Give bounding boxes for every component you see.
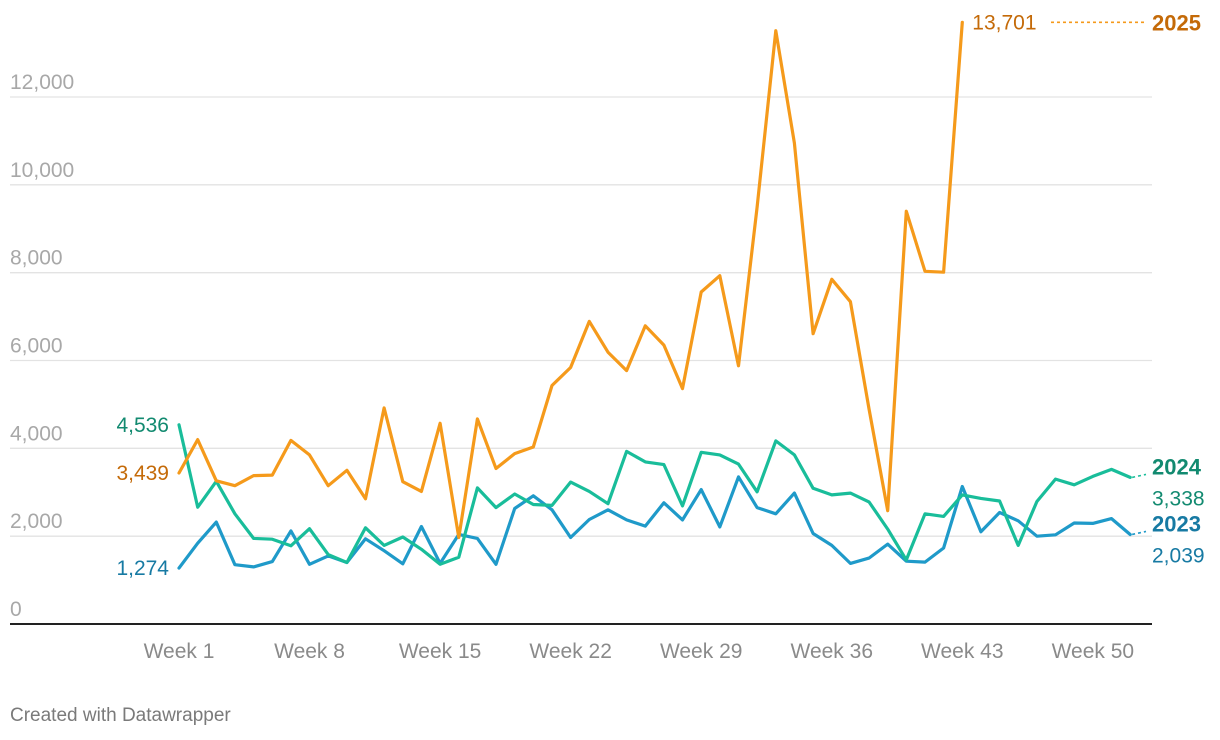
y-tick-label: 4,000	[10, 422, 63, 445]
leader-line-2023	[1131, 530, 1147, 536]
x-tick-label: Week 1	[144, 640, 215, 663]
start-label-2023: 1,274	[116, 557, 169, 580]
y-tick-label: 6,000	[10, 335, 63, 358]
series-line-2024	[177, 423, 1132, 566]
start-label-2025: 3,439	[116, 462, 169, 485]
end-value-label-2023: 2,039	[1152, 544, 1205, 567]
x-tick-label: Week 15	[399, 640, 482, 663]
series-name-label-2024: 2024	[1152, 454, 1202, 479]
series-line-2023	[177, 475, 1132, 570]
y-tick-label: 0	[10, 598, 22, 621]
y-tick-label: 10,000	[10, 159, 74, 182]
series-line-2025	[177, 20, 964, 540]
x-tick-label: Week 50	[1052, 640, 1135, 663]
x-tick-label: Week 22	[529, 640, 612, 663]
leader-line-2024	[1131, 473, 1147, 479]
x-tick-label: Week 8	[274, 640, 345, 663]
y-tick-label: 8,000	[10, 247, 63, 270]
x-tick-label: Week 36	[791, 640, 874, 663]
series-name-label-2023: 2023	[1152, 511, 1201, 536]
end-value-label-2025: 13,701	[972, 11, 1036, 34]
end-value-label-2024: 3,338	[1152, 487, 1205, 510]
y-tick-label: 12,000	[10, 71, 74, 94]
series-name-label-2025: 2025	[1152, 10, 1201, 35]
y-tick-label: 2,000	[10, 510, 63, 533]
line-chart: 0 2,000 4,000 6,000 8,000 10,000 12,000 Week 1 W…	[10, 10, 1205, 663]
credit-footer: Created with Datawrapper	[10, 705, 231, 726]
start-label-2024: 4,536	[116, 414, 169, 437]
x-tick-label: Week 43	[921, 640, 1004, 663]
x-tick-label: Week 29	[660, 640, 743, 663]
